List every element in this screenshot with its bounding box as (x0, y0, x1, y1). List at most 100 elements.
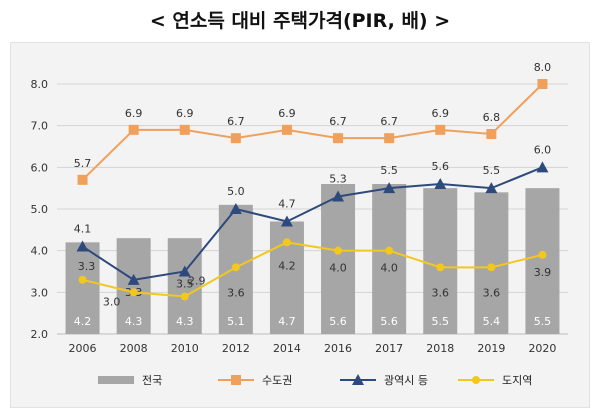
y-tick-label: 7.0 (31, 120, 49, 133)
series-data-label: 5.7 (74, 157, 92, 170)
series-marker (333, 133, 344, 144)
series-data-label: 4.1 (74, 223, 92, 236)
series-data-label: 6.9 (176, 107, 194, 120)
series-marker (332, 190, 345, 202)
series-data-label: 5.0 (227, 185, 245, 198)
series-data-label: 5.6 (432, 160, 450, 173)
series-data-label: 3.3 (78, 260, 96, 273)
series-marker (334, 246, 343, 255)
x-tick-label: 2012 (222, 342, 250, 355)
bar-data-label: 4.7 (278, 315, 296, 328)
series-marker (129, 288, 138, 297)
bar-data-label: 4.3 (176, 315, 194, 328)
series-data-label: 5.5 (380, 164, 398, 177)
series-marker (538, 250, 547, 259)
series-marker (385, 246, 394, 255)
series-marker (178, 265, 191, 277)
bar-data-label: 5.6 (380, 315, 398, 328)
bar-data-label: 5.4 (483, 315, 501, 328)
series-data-label: 3.9 (534, 266, 552, 279)
series-marker (486, 129, 497, 139)
series-data-label: 6.7 (227, 115, 245, 128)
legend-label: 도지역 (502, 374, 532, 387)
x-tick-label: 2006 (69, 342, 97, 355)
bar-data-label: 4.3 (125, 315, 143, 328)
series-line (82, 166, 543, 281)
legend-marker (352, 374, 364, 385)
series-data-label: 6.7 (329, 115, 347, 128)
series-marker (231, 263, 240, 272)
series-marker (436, 263, 445, 272)
series-marker (435, 124, 446, 135)
series-marker (383, 182, 396, 194)
series-marker (281, 124, 292, 135)
series-line (81, 83, 544, 181)
series-data-label: 5.5 (483, 164, 501, 177)
bar-data-label: 5.6 (329, 315, 347, 328)
series-marker (384, 133, 395, 144)
chart-title: < 연소득 대비 주택가격(PIR, 배) > (149, 10, 451, 32)
series-data-label: 4.2 (278, 259, 296, 272)
series-data-label: 3.6 (483, 286, 501, 299)
y-tick-label: 2.0 (31, 328, 49, 341)
y-tick-label: 8.0 (31, 78, 49, 91)
series-marker (536, 161, 549, 173)
x-tick-label: 2019 (477, 342, 505, 355)
series-data-label: 8.0 (534, 61, 552, 74)
bar-data-label: 4.2 (74, 315, 92, 328)
legend-label: 광역시 등 (384, 374, 428, 387)
series-data-label: 3.0 (103, 295, 121, 308)
series-data-label: 3.5 (176, 278, 194, 291)
series-marker (280, 215, 293, 227)
series-data-label: 6.9 (432, 107, 450, 120)
series-data-label: 4.7 (278, 198, 296, 211)
bar (474, 192, 509, 334)
bar-data-label: 5.5 (534, 315, 552, 328)
series-marker (282, 238, 291, 247)
series-marker (434, 178, 447, 189)
series-data-label: 6.8 (483, 111, 501, 124)
x-tick-label: 2010 (171, 342, 199, 355)
series-data-label: 6.0 (534, 143, 552, 156)
y-tick-label: 6.0 (31, 161, 49, 174)
series-line (82, 241, 543, 298)
bar (525, 188, 560, 334)
bar (321, 184, 356, 334)
y-tick-label: 3.0 (31, 286, 49, 299)
series-marker (230, 133, 241, 144)
x-tick-label: 2014 (273, 342, 301, 355)
series-data-label: 6.9 (125, 107, 143, 120)
series-marker (229, 203, 242, 214)
bar (167, 238, 202, 334)
bar (372, 184, 407, 334)
bar (423, 188, 458, 334)
bar (116, 238, 151, 334)
series-data-label: 3.6 (432, 286, 450, 299)
x-tick-label: 2016 (324, 342, 352, 355)
series-marker (127, 273, 140, 285)
legend-marker (231, 375, 241, 385)
series-marker (487, 263, 496, 272)
series-data-label: 5.3 (329, 173, 347, 186)
legend-marker (472, 376, 480, 384)
series-data-label: 2.9 (188, 275, 206, 288)
legend-swatch (98, 376, 134, 384)
series-marker (76, 240, 89, 252)
series-marker (537, 79, 548, 89)
legend-label: 수도권 (262, 374, 292, 387)
legend-label: 전국 (142, 374, 162, 387)
series-marker (128, 124, 139, 135)
x-tick-label: 2017 (375, 342, 403, 355)
series-marker (77, 174, 88, 185)
series-marker (485, 182, 498, 194)
series-marker (179, 124, 190, 135)
series-marker (78, 275, 87, 284)
x-tick-label: 2008 (120, 342, 148, 355)
series-data-label: 3.6 (227, 286, 245, 299)
series-data-label: 6.7 (380, 115, 398, 128)
series-data-label: 4.0 (329, 262, 347, 275)
y-tick-label: 4.0 (31, 245, 49, 258)
series-data-label: 6.9 (278, 107, 296, 120)
series-marker (180, 292, 189, 301)
